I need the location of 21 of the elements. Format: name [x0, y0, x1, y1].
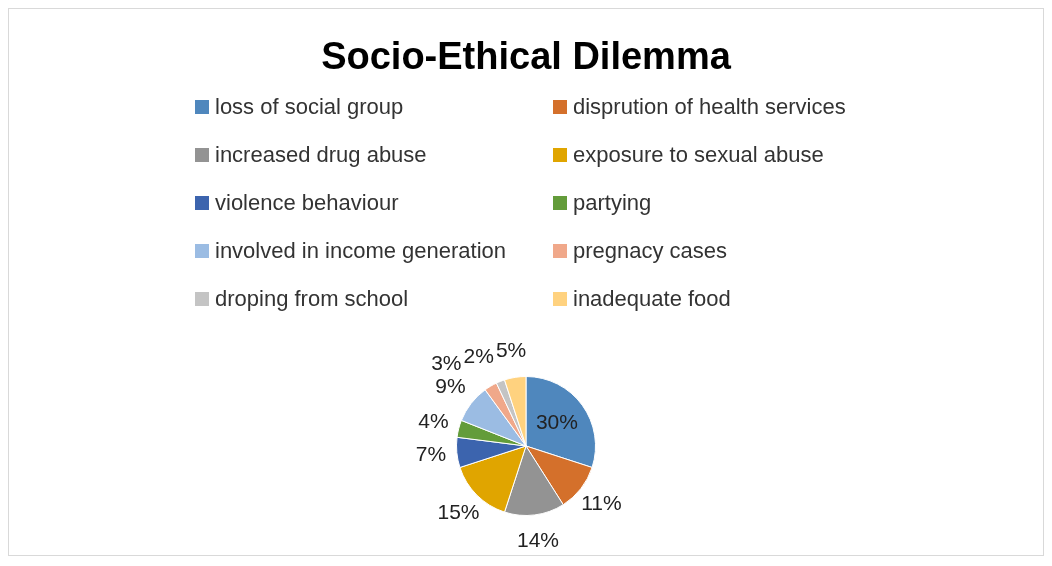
legend-label: inadequate food — [573, 286, 731, 312]
data-label: 7% — [415, 441, 447, 465]
data-label: 15% — [437, 500, 480, 524]
legend-label: partying — [573, 190, 652, 216]
data-label: 14% — [516, 527, 559, 551]
legend-label: disprution of health services — [573, 94, 846, 120]
legend-label: involved in income generation — [215, 238, 507, 264]
data-label: 3% — [431, 350, 462, 374]
chart-title: Socio-Ethical Dilemma — [320, 35, 732, 79]
data-label: 30% — [535, 410, 578, 434]
legend-label: increased drug abuse — [215, 142, 427, 168]
data-label: 2% — [463, 344, 494, 367]
data-label: 11% — [581, 491, 622, 515]
legend-label: droping from school — [215, 286, 409, 312]
data-label: 9% — [435, 374, 466, 398]
legend-label: pregnacy cases — [573, 238, 728, 264]
legend-label: violence behaviour — [215, 190, 399, 216]
data-label: 5% — [495, 338, 527, 362]
legend-label: exposure to sexual abuse — [573, 142, 824, 168]
data-label: 4% — [418, 409, 449, 433]
legend-label: loss of social group — [215, 94, 404, 120]
